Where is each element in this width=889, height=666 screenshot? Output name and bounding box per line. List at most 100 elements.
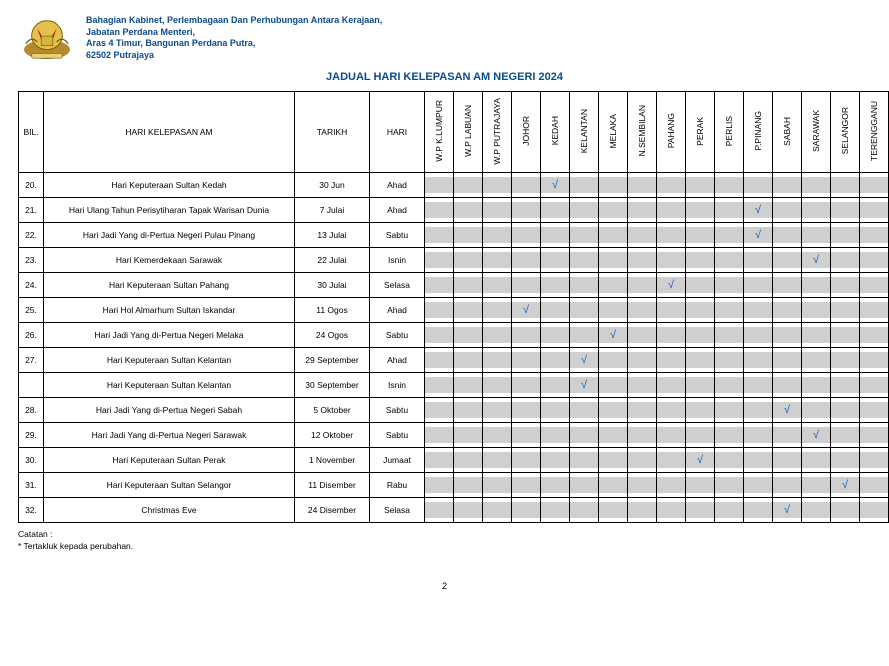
cell-state: [715, 273, 744, 298]
state-box: [657, 252, 685, 268]
state-box: [715, 402, 743, 418]
address-line: Jabatan Perdana Menteri,: [86, 27, 382, 39]
state-box: [599, 302, 627, 318]
cell-state: [744, 323, 773, 348]
state-box: [454, 377, 482, 393]
state-box: [715, 427, 743, 443]
cell-state: [570, 398, 599, 423]
cell-state: [802, 448, 831, 473]
state-box: [483, 202, 511, 218]
state-box: [657, 177, 685, 193]
cell-state: [657, 323, 686, 348]
cell-date: 22 Julai: [295, 248, 370, 273]
cell-state: [454, 198, 483, 223]
cell-state: [686, 498, 715, 523]
state-box: [599, 177, 627, 193]
state-box: [483, 427, 511, 443]
state-box: [715, 302, 743, 318]
col-state: PERLIS: [715, 92, 744, 173]
cell-state: [686, 298, 715, 323]
col-state: PAHANG: [657, 92, 686, 173]
cell-state: [541, 398, 570, 423]
state-box: [599, 277, 627, 293]
cell-state: [454, 298, 483, 323]
tick-icon: √: [697, 455, 703, 466]
state-box: [628, 377, 656, 393]
state-box: [860, 327, 888, 343]
table-row: 24.Hari Keputeraan Sultan Pahang30 Julai…: [19, 273, 889, 298]
cell-state: [773, 473, 802, 498]
cell-state: [570, 498, 599, 523]
cell-state: [831, 323, 860, 348]
cell-state: [686, 373, 715, 398]
cell-state: [860, 173, 889, 198]
table-row: 31.Hari Keputeraan Sultan Selangor11 Dis…: [19, 473, 889, 498]
state-box: [512, 277, 540, 293]
state-box: [570, 502, 598, 518]
cell-date: 7 Julai: [295, 198, 370, 223]
cell-state: [686, 348, 715, 373]
state-box: [860, 202, 888, 218]
cell-state: √: [686, 448, 715, 473]
cell-state: [773, 323, 802, 348]
state-box: [802, 302, 830, 318]
state-box: [860, 252, 888, 268]
state-box: [599, 427, 627, 443]
cell-state: [715, 173, 744, 198]
state-box: [715, 477, 743, 493]
cell-name: Hari Keputeraan Sultan Pahang: [44, 273, 295, 298]
address-line: Bahagian Kabinet, Perlembagaan Dan Perhu…: [86, 15, 382, 27]
state-box: [541, 452, 569, 468]
cell-state: [512, 173, 541, 198]
col-state: N.SEMBILAN: [628, 92, 657, 173]
cell-state: [802, 473, 831, 498]
cell-state: [831, 498, 860, 523]
cell-day: Ahad: [370, 348, 425, 373]
cell-state: [802, 498, 831, 523]
cell-state: [744, 473, 773, 498]
cell-state: [657, 298, 686, 323]
state-box: [628, 252, 656, 268]
state-box: [802, 177, 830, 193]
state-box: [425, 252, 453, 268]
tick-icon: √: [755, 230, 761, 241]
cell-state: [454, 473, 483, 498]
cell-day: Sabtu: [370, 323, 425, 348]
table-row: 28.Hari Jadi Yang di-Pertua Negeri Sabah…: [19, 398, 889, 423]
page-title: JADUAL HARI KELEPASAN AM NEGERI 2024: [18, 71, 871, 83]
state-box: [860, 302, 888, 318]
state-box: [773, 327, 801, 343]
state-box: [628, 227, 656, 243]
cell-state: [483, 373, 512, 398]
state-box: [686, 502, 714, 518]
cell-state: [715, 473, 744, 498]
cell-name: Hari Jadi Yang di-Pertua Negeri Sarawak: [44, 423, 295, 448]
cell-state: [425, 498, 454, 523]
state-box: [831, 402, 859, 418]
cell-state: [715, 323, 744, 348]
state-box: [744, 452, 772, 468]
state-box: [628, 327, 656, 343]
cell-state: [744, 398, 773, 423]
cell-state: [657, 198, 686, 223]
cell-state: [657, 423, 686, 448]
state-box: [744, 502, 772, 518]
state-box: [686, 277, 714, 293]
state-box: [483, 477, 511, 493]
state-box: [541, 227, 569, 243]
cell-state: √: [831, 473, 860, 498]
state-box: [715, 227, 743, 243]
cell-state: [570, 273, 599, 298]
state-box: [628, 352, 656, 368]
state-box: [860, 477, 888, 493]
table-row: 32.Christmas Eve24 DisemberSelasa√: [19, 498, 889, 523]
state-box: [454, 452, 482, 468]
state-box: [657, 502, 685, 518]
state-box: [570, 452, 598, 468]
cell-state: [715, 398, 744, 423]
cell-state: [773, 198, 802, 223]
state-box: [802, 377, 830, 393]
cell-state: [628, 398, 657, 423]
state-box: [541, 352, 569, 368]
state-box: [483, 177, 511, 193]
